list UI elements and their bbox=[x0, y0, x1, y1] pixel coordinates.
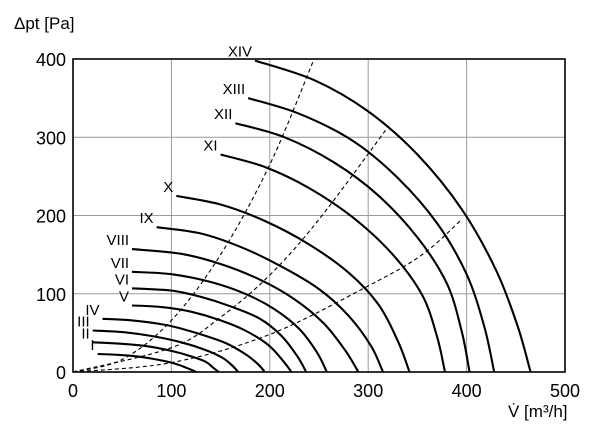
y-axis-label: Δpt [Pa] bbox=[14, 14, 75, 33]
x-tick-label: 200 bbox=[255, 381, 285, 401]
y-tick-label: 200 bbox=[36, 207, 66, 227]
system-curve-line bbox=[72, 126, 389, 373]
fan-curve-xiv bbox=[254, 59, 532, 373]
curve-label-i: I bbox=[90, 337, 94, 354]
fan-curve-ix bbox=[156, 226, 384, 373]
fan-curve-vii bbox=[131, 270, 328, 373]
y-tick-label: 0 bbox=[56, 363, 66, 383]
fan-curve-x bbox=[176, 194, 411, 373]
fan-curve-v bbox=[131, 304, 293, 373]
system-curve-line bbox=[72, 218, 463, 373]
fan-curve-xiii bbox=[247, 97, 496, 373]
curve-label-v: V bbox=[119, 288, 129, 305]
x-axis-label: V̇ [m³/h] bbox=[508, 402, 568, 421]
x-tick-label: 0 bbox=[68, 381, 78, 401]
curve-label-xi: XI bbox=[203, 137, 217, 154]
x-tick-label: 100 bbox=[156, 381, 186, 401]
x-tick-label: 300 bbox=[353, 381, 383, 401]
fan-curve-viii bbox=[131, 248, 360, 373]
y-tick-label: 400 bbox=[36, 50, 66, 70]
curve-label-iii: III bbox=[77, 314, 90, 331]
plot-frame bbox=[72, 58, 566, 373]
fan-curve-iii bbox=[92, 329, 240, 373]
curve-label-xiii: XIII bbox=[223, 81, 246, 98]
fan-curve-ii bbox=[92, 341, 220, 373]
fan-curve-iv bbox=[102, 317, 266, 373]
curve-label-xii: XII bbox=[214, 106, 232, 123]
y-tick-label: 300 bbox=[36, 128, 66, 148]
system-curve-line bbox=[72, 58, 315, 373]
tick-labels: 0 100 200 300 400 500 0 100 200 300 400 bbox=[36, 50, 580, 401]
curve-label-x: X bbox=[163, 179, 173, 196]
curve-label-ix: IX bbox=[139, 210, 153, 227]
curve-label-viii: VIII bbox=[107, 232, 130, 249]
x-tick-label: 400 bbox=[452, 381, 482, 401]
curve-label-ii: II bbox=[81, 325, 89, 342]
fan-curve-i bbox=[97, 352, 197, 373]
curve-label-xiv: XIV bbox=[228, 44, 252, 61]
fan-curve-vi bbox=[131, 287, 308, 373]
y-tick-label: 100 bbox=[36, 285, 66, 305]
fan-curve-xii bbox=[235, 122, 471, 373]
curve-label-iv: IV bbox=[85, 302, 99, 319]
curve-label-vii: VII bbox=[111, 255, 129, 272]
x-tick-label: 500 bbox=[550, 381, 580, 401]
fan-curve-xi bbox=[220, 153, 447, 373]
curve-label-vi: VI bbox=[115, 271, 129, 288]
